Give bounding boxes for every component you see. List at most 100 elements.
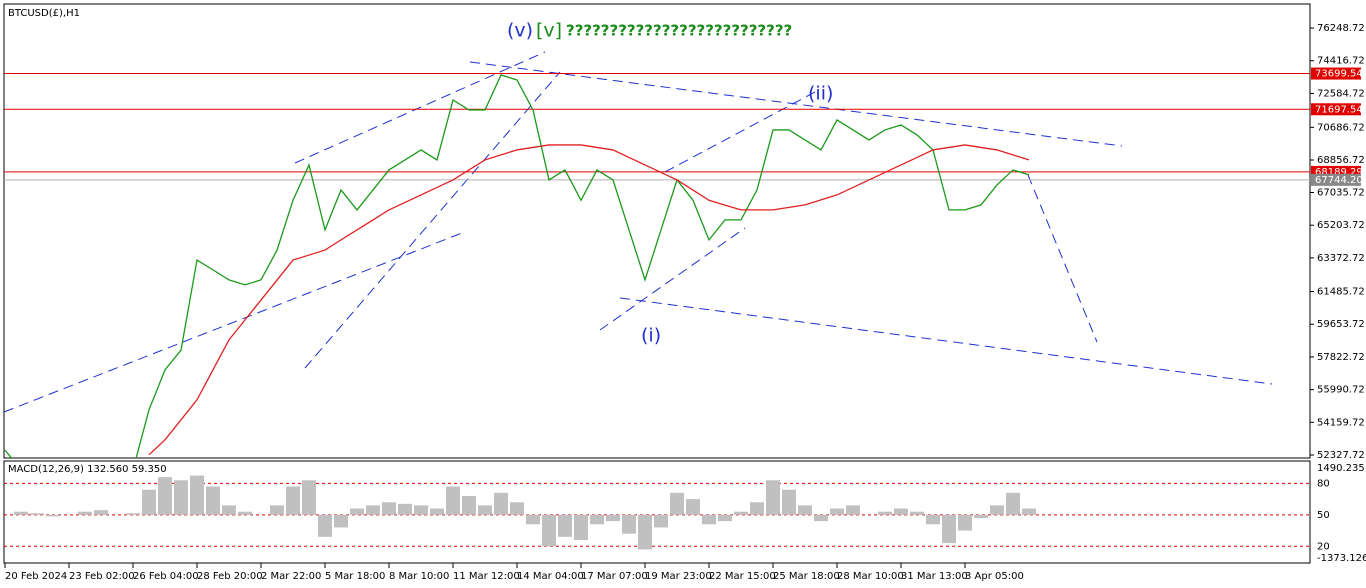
- y-tick-label: 70686.72: [1317, 122, 1365, 133]
- macd-bar: [654, 514, 668, 528]
- macd-bar: [14, 511, 28, 515]
- y-tick-label: 74416.72: [1317, 56, 1365, 67]
- macd-bar: [270, 505, 284, 515]
- macd-bar: [734, 511, 748, 515]
- x-tick-label: 20 Feb 2024: [5, 571, 67, 582]
- macd-bar: [990, 505, 1004, 515]
- macd-bar: [30, 513, 44, 515]
- y-tick-label: 68856.72: [1317, 155, 1365, 166]
- macd-bar: [830, 508, 844, 515]
- y-tick-label: 72584.72: [1317, 88, 1365, 99]
- macd-bar: [158, 477, 172, 515]
- annotation: [v]: [536, 20, 562, 42]
- macd-bar: [46, 514, 60, 517]
- x-tick-label: 19 Mar 23:00: [645, 571, 712, 582]
- y-tick-label: 52327.72: [1317, 450, 1365, 461]
- macd-bar: [398, 503, 412, 515]
- macd-bar: [686, 499, 700, 515]
- macd-bar: [910, 511, 924, 515]
- x-tick-label: 23 Feb 02:00: [69, 571, 135, 582]
- macd-bar: [718, 514, 732, 522]
- macd-bar: [238, 511, 252, 515]
- macd-bar: [894, 508, 908, 515]
- y-tick-label: 61485.72: [1317, 287, 1365, 298]
- trend-lines: [3, 51, 1273, 413]
- macd-bar: [190, 475, 204, 515]
- y-tick-label: 59653.72: [1317, 319, 1365, 330]
- macd-bar: [558, 514, 572, 537]
- macd-bar: [478, 505, 492, 515]
- y-tick-label: 76248.72: [1317, 23, 1365, 34]
- level-label: 73699.54: [1315, 69, 1363, 80]
- macd-bar: [606, 514, 620, 522]
- plot: [4, 73, 1310, 458]
- macd-bar: [942, 514, 956, 544]
- macd-bar: [494, 492, 508, 515]
- y-tick-label: 80: [1317, 478, 1330, 489]
- y-tick-label: 57822.72: [1317, 352, 1365, 363]
- macd-title: MACD(12,26,9) 132.560 59.350: [8, 464, 167, 475]
- macd-bar: [94, 510, 108, 515]
- annotation: (i): [641, 325, 661, 347]
- macd-bar: [430, 508, 444, 515]
- x-tick-label: 28 Mar 10:00: [837, 571, 904, 582]
- x-tick-label: 26 Feb 04:00: [133, 571, 199, 582]
- macd-bar: [1006, 492, 1020, 515]
- macd-panel: [3, 460, 1311, 564]
- x-tick-label: 17 Mar 07:00: [581, 571, 648, 582]
- y-tick-label: 65203.72: [1317, 220, 1365, 231]
- macd-bar: [526, 514, 540, 525]
- x-tick-label: 28 Feb 20:00: [197, 571, 263, 582]
- chart-title: BTCUSD(£),H1: [8, 8, 80, 19]
- y-tick-label: 55990.72: [1317, 385, 1365, 396]
- y-tick-label: 1490.235: [1317, 463, 1365, 474]
- macd-bar: [702, 514, 716, 525]
- x-tick-label: 8 Mar 10:00: [389, 571, 449, 582]
- annotation: ??????????????????????????: [566, 22, 792, 40]
- series-line: [4, 74, 1030, 458]
- current-label: 67744.20: [1315, 175, 1363, 186]
- macd-bar: [782, 489, 796, 515]
- macd-bar: [798, 505, 812, 515]
- macd-bar: [622, 514, 636, 534]
- level-box: [1311, 103, 1361, 116]
- macd-bar: [446, 486, 460, 515]
- macd-bar: [958, 514, 972, 531]
- macd-bar: [766, 480, 780, 515]
- annotation: (v): [507, 20, 533, 42]
- y-tick-label: 63372.72: [1317, 253, 1365, 264]
- macd-bar: [414, 505, 428, 515]
- level-label: 68189.29: [1315, 167, 1363, 178]
- macd-bar: [926, 514, 940, 525]
- macd-bar: [1022, 508, 1036, 515]
- macd-bar: [590, 514, 604, 525]
- macd-bar: [366, 505, 380, 515]
- series-line: [148, 144, 1030, 456]
- macd-bar: [302, 480, 316, 515]
- macd-bar: [814, 514, 828, 522]
- macd-bar: [206, 486, 220, 515]
- macd-bar: [846, 505, 860, 515]
- macd-bar: [126, 513, 140, 515]
- macd-bar: [878, 511, 892, 515]
- x-tick-label: 11 Mar 12:00: [453, 571, 520, 582]
- macd-bar: [670, 492, 684, 515]
- macd-bar: [286, 486, 300, 515]
- x-tick-label: 5 Mar 18:00: [325, 571, 385, 582]
- macd-bar: [638, 514, 652, 550]
- macd-bar: [142, 489, 156, 515]
- annotation: (ii): [808, 83, 833, 105]
- macd-bar: [318, 514, 332, 537]
- macd-bar: [462, 495, 476, 515]
- macd-bar: [750, 502, 764, 515]
- macd-bar: [174, 480, 188, 515]
- level-box: [1311, 67, 1361, 80]
- y-tick-label: 20: [1317, 541, 1330, 552]
- x-tick-label: 3 Apr 05:00: [965, 571, 1024, 582]
- y-tick-label: 54159.72: [1317, 417, 1365, 428]
- x-tick-label: 14 Mar 04:00: [517, 571, 584, 582]
- macd-bar: [350, 508, 364, 515]
- macd-bar: [974, 514, 988, 518]
